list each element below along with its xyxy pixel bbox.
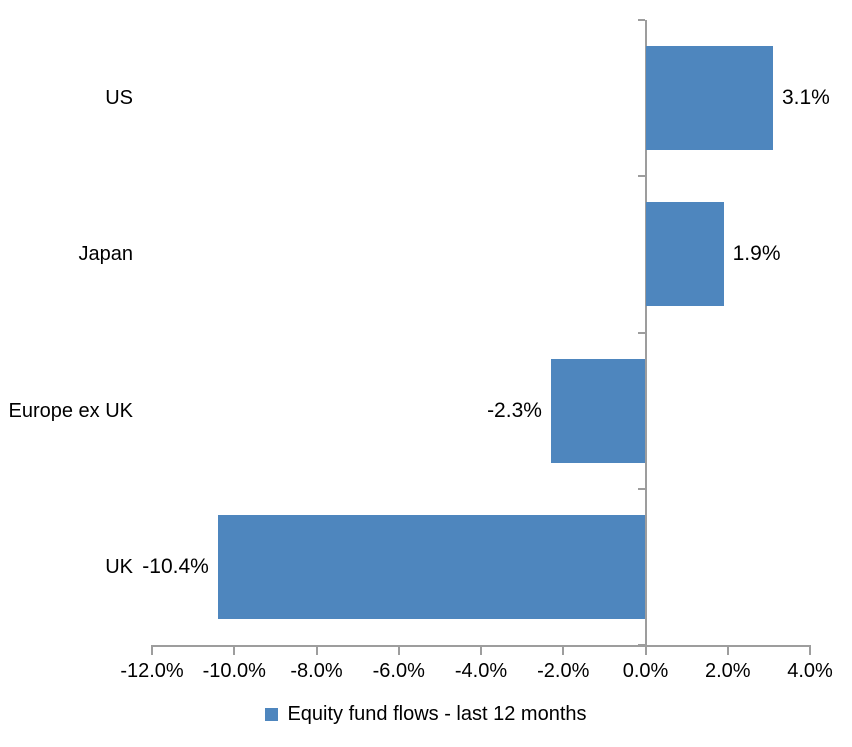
category-label-uk: UK bbox=[105, 555, 133, 578]
x-axis-tick-label: -4.0% bbox=[454, 660, 508, 682]
x-axis-tick-label: -12.0% bbox=[120, 660, 184, 682]
category-axis-tick bbox=[637, 487, 645, 490]
category-label-europe-ex-uk: Europe ex UK bbox=[8, 399, 133, 422]
x-axis-tick bbox=[562, 645, 565, 655]
x-axis-tick-label: -2.0% bbox=[537, 660, 590, 682]
x-axis-tick bbox=[151, 645, 153, 655]
x-axis-tick-label: 4.0% bbox=[787, 660, 833, 682]
data-label-japan: 1.9% bbox=[732, 242, 781, 266]
x-axis-tick-label: -10.0% bbox=[202, 660, 266, 682]
legend-swatch-icon bbox=[265, 708, 279, 721]
x-axis-tick bbox=[233, 645, 236, 655]
x-axis-tick bbox=[726, 645, 729, 655]
category-label-japan: Japan bbox=[78, 243, 134, 266]
x-axis-tick-label: -6.0% bbox=[372, 660, 425, 682]
data-label-us: 3.1% bbox=[781, 86, 830, 110]
category-axis-tick bbox=[637, 644, 645, 646]
x-axis-tick bbox=[397, 645, 400, 655]
x-axis-tick-label: -8.0% bbox=[290, 660, 343, 682]
bar-europe-ex-uk bbox=[550, 358, 646, 463]
bar-uk bbox=[217, 514, 646, 619]
bar-us bbox=[645, 46, 773, 151]
category-axis-tick bbox=[637, 19, 645, 21]
data-label-europe-ex-uk: -2.3% bbox=[487, 398, 542, 422]
category-label-us: US bbox=[105, 87, 133, 110]
y-axis-line bbox=[644, 20, 647, 647]
category-axis-tick bbox=[637, 175, 645, 178]
bar-japan bbox=[645, 202, 724, 307]
x-axis-tick bbox=[315, 645, 318, 655]
x-axis-tick-label: 2.0% bbox=[704, 660, 751, 682]
legend: Equity fund flows - last 12 months bbox=[0, 703, 852, 726]
x-axis-tick bbox=[480, 645, 482, 655]
category-axis-tick bbox=[637, 331, 645, 334]
x-axis-tick bbox=[644, 645, 647, 655]
legend-label: Equity fund flows - last 12 months bbox=[287, 703, 587, 725]
data-label-uk: -10.4% bbox=[142, 554, 209, 578]
x-axis-tick bbox=[809, 645, 811, 655]
x-axis-tick-label: 0.0% bbox=[622, 660, 669, 682]
